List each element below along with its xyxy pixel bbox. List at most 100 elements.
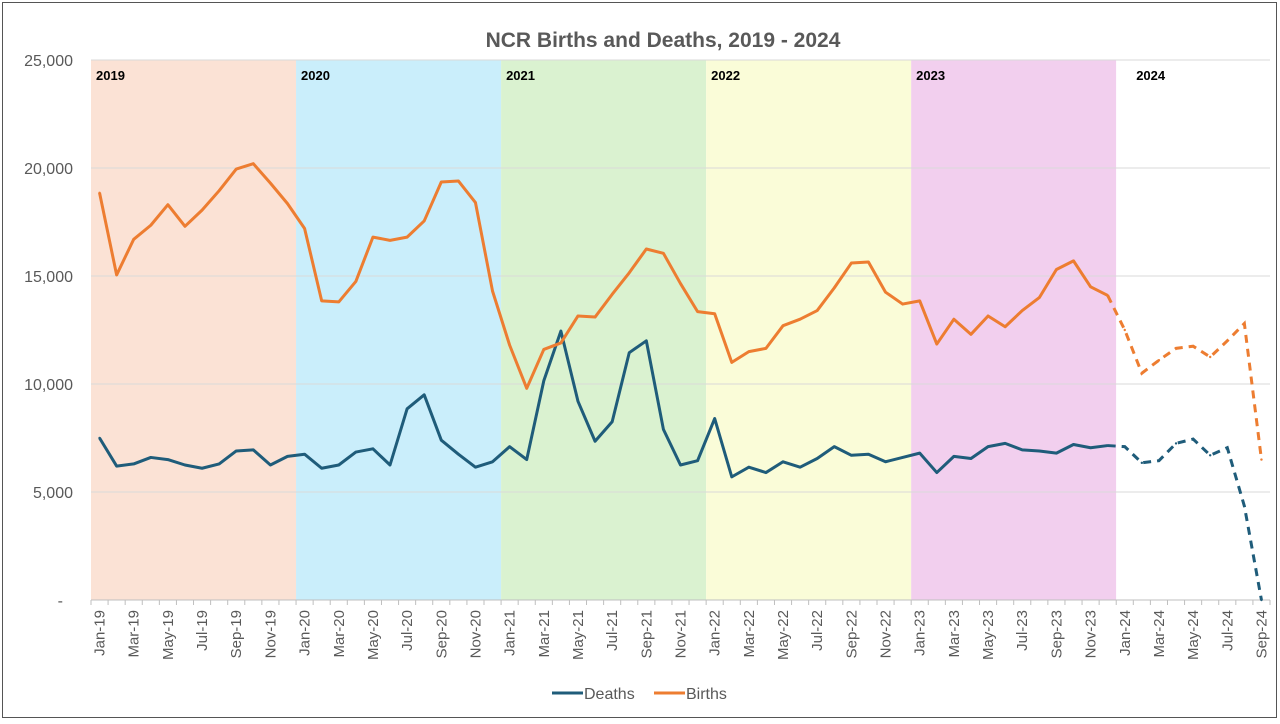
data-point-births — [440, 180, 443, 184]
data-point-deaths — [850, 454, 853, 457]
data-point-births — [320, 299, 323, 303]
data-point-deaths — [986, 445, 990, 448]
data-point-births — [593, 315, 597, 319]
x-tick-label: Nov-23 — [1083, 610, 1100, 658]
y-tick-label: 15,000 — [24, 269, 73, 286]
data-point-deaths — [1123, 445, 1126, 448]
data-point-births — [1123, 328, 1126, 332]
series-line-births-projected — [1106, 294, 1263, 460]
x-tick-label: Sep-20 — [433, 610, 450, 658]
year-band-2021 — [501, 60, 707, 600]
data-point-deaths — [1106, 444, 1109, 447]
data-point-deaths — [269, 463, 272, 467]
x-tick-label: Sep-24 — [1253, 610, 1270, 658]
data-point-births — [1140, 372, 1144, 375]
data-point-deaths — [679, 463, 682, 467]
data-point-deaths — [440, 438, 443, 442]
x-tick-label: Jan-21 — [502, 610, 519, 656]
data-point-births — [542, 348, 546, 351]
data-point-births — [115, 273, 118, 277]
data-point-deaths — [474, 465, 477, 469]
data-point-births — [576, 314, 580, 318]
data-point-deaths — [764, 471, 768, 474]
year-label-2020: 2020 — [301, 68, 330, 83]
data-point-births — [781, 324, 785, 327]
data-point-deaths — [525, 458, 528, 461]
data-point-births — [952, 318, 956, 321]
legend-label-deaths[interactable]: Deaths — [584, 686, 635, 703]
data-point-births — [235, 167, 238, 171]
x-tick-label: Jul-21 — [604, 610, 621, 651]
data-point-deaths — [628, 351, 631, 354]
data-point-deaths — [354, 450, 358, 454]
data-point-births — [679, 282, 682, 285]
data-point-births — [901, 302, 904, 306]
chart-title: NCR Births and Deaths, 2019 - 2024 — [486, 29, 841, 52]
data-point-deaths — [1055, 451, 1058, 455]
data-point-births — [405, 235, 409, 239]
data-point-births — [474, 201, 477, 204]
data-point-deaths — [303, 453, 306, 456]
x-axis: Jan-19 Mar-19 May-19 Jul-19 Sep-19 Nov-19 Jan-… — [90, 599, 1271, 660]
data-point-deaths — [1157, 459, 1161, 462]
data-point-births — [918, 299, 921, 303]
data-point-births — [1089, 285, 1092, 288]
data-point-births — [149, 224, 153, 227]
data-point-deaths — [730, 475, 733, 479]
data-point-births — [696, 310, 699, 313]
data-point-births — [628, 271, 631, 274]
data-point-deaths — [337, 463, 340, 467]
data-point-deaths — [1174, 442, 1178, 445]
data-point-deaths — [610, 420, 614, 423]
legend-label-births[interactable]: Births — [686, 686, 727, 703]
y-tick-label: 5,000 — [33, 485, 73, 502]
series-line-deaths-projected — [1107, 437, 1263, 601]
data-point-deaths — [1089, 446, 1092, 449]
y-tick-label: 20,000 — [24, 161, 73, 178]
data-point-births — [747, 350, 751, 353]
data-point-births — [764, 347, 768, 350]
data-point-deaths — [867, 453, 870, 456]
series-line-deaths — [98, 329, 1108, 479]
data-point-births — [1021, 309, 1024, 312]
x-tick-label: Mar-19 — [126, 610, 143, 658]
data-point-births — [303, 227, 306, 230]
data-point-deaths — [815, 457, 819, 460]
x-tick-label: Jan-22 — [707, 610, 724, 656]
x-tick-label: Jan-23 — [912, 610, 929, 656]
x-tick-label: Mar-22 — [741, 610, 758, 658]
year-label-2021: 2021 — [506, 68, 535, 83]
legend: Deaths Births — [552, 686, 727, 703]
data-point-deaths — [1243, 504, 1246, 508]
x-tick-label: Sep-21 — [638, 610, 655, 658]
data-point-deaths — [286, 455, 289, 458]
data-point-deaths — [645, 339, 648, 342]
data-point-births — [1243, 322, 1246, 325]
year-bands: 2019 2020 2021 2022 2023 2024 — [91, 60, 1270, 600]
data-point-deaths — [508, 445, 511, 448]
y-tick-label: 25,000 — [24, 53, 73, 70]
data-point-deaths — [833, 445, 836, 448]
data-point-births — [935, 342, 939, 346]
data-point-births — [1157, 359, 1161, 362]
x-tick-label: Nov-21 — [673, 610, 690, 658]
data-point-deaths — [781, 460, 785, 463]
data-point-births — [217, 189, 221, 192]
x-tick-label: May-23 — [980, 610, 997, 660]
data-point-deaths — [1226, 446, 1229, 449]
data-point-deaths — [884, 460, 887, 463]
data-point-deaths — [371, 447, 375, 450]
year-label-2023: 2023 — [916, 68, 945, 83]
y-tick-label: - — [58, 593, 63, 610]
x-tick-label: Jan-24 — [1117, 610, 1134, 656]
data-point-births — [1174, 347, 1178, 350]
data-point-deaths — [1208, 454, 1212, 457]
data-point-births — [252, 162, 255, 165]
x-tick-label: May-22 — [775, 610, 792, 660]
data-point-births — [269, 181, 272, 185]
data-point-births — [525, 387, 528, 390]
data-point-births — [422, 219, 426, 223]
data-point-births — [388, 239, 392, 242]
data-point-deaths — [935, 471, 939, 474]
